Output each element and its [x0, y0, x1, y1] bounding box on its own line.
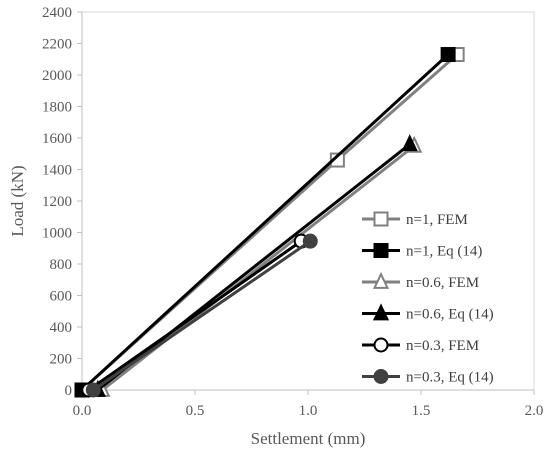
- legend-marker: [373, 369, 389, 384]
- data-point: [302, 233, 318, 249]
- legend-marker: [372, 271, 390, 289]
- y-tick-label: 200: [50, 352, 73, 368]
- legend-marker: [373, 337, 389, 353]
- legend-marker: [373, 243, 389, 258]
- x-tick-label: 0.0: [73, 403, 92, 419]
- y-tick-label: 2200: [42, 37, 72, 53]
- data-point: [401, 134, 418, 152]
- axes: 0 200 400 600 800 1000 1200 1400 1600 1800 2000 220…: [42, 5, 543, 419]
- legend-item: n=0.6, FEM: [362, 271, 479, 291]
- series-2: [94, 135, 423, 397]
- legend-label: n=0.3, FEM: [406, 338, 479, 354]
- legend-marker: [372, 303, 390, 321]
- legend-item: n=0.3, FEM: [362, 337, 479, 354]
- legend-label: n=0.6, Eq (14): [406, 307, 494, 323]
- y-tick-label: 2400: [42, 5, 72, 21]
- series-line: [92, 239, 312, 392]
- x-tick-label: 1.0: [299, 403, 318, 419]
- data-point: [85, 382, 101, 398]
- legend-label: n=0.6, FEM: [406, 275, 479, 291]
- series-line: [80, 53, 450, 392]
- series-4: [81, 233, 309, 398]
- x-tick-label: 1.5: [412, 403, 431, 419]
- y-tick-label: 1800: [42, 100, 72, 116]
- legend-item: n=1, Eq (14): [362, 243, 482, 260]
- series-group: [74, 47, 465, 398]
- legend: n=1, FEM n=1, Eq (14) n=0.6, FEM n=0.6, Eq …: [362, 211, 494, 386]
- series-line: [87, 239, 303, 392]
- legend-item: n=1, FEM: [362, 211, 468, 228]
- y-tick-label: 1400: [42, 163, 72, 179]
- y-tick-label: 400: [50, 320, 73, 336]
- x-tick-label: 2.0: [525, 403, 544, 419]
- y-tick-label: 1200: [42, 194, 72, 210]
- plot-frame: [81, 11, 535, 391]
- y-tick-label: 2000: [42, 68, 72, 84]
- legend-label: n=1, Eq (14): [406, 244, 482, 260]
- legend-marker: [373, 211, 389, 227]
- plot-area: [81, 11, 535, 391]
- y-tick-label: 0: [65, 383, 73, 399]
- y-tick-label: 600: [50, 289, 73, 305]
- legend-item: n=0.6, Eq (14): [362, 303, 494, 323]
- y-axis-title: Load (kN): [8, 165, 27, 236]
- legend-label: n=0.3, Eq (14): [406, 370, 494, 386]
- series-5: [85, 233, 318, 398]
- x-tick-label: 0.5: [186, 403, 205, 419]
- y-tick-label: 1600: [42, 131, 72, 147]
- y-tick-label: 800: [50, 257, 73, 273]
- legend-label: n=1, FEM: [406, 212, 468, 228]
- legend-item: n=0.3, Eq (14): [362, 369, 494, 386]
- data-point: [440, 47, 456, 63]
- x-axis-title: Settlement (mm): [251, 429, 366, 448]
- y-tick-label: 1000: [42, 226, 72, 242]
